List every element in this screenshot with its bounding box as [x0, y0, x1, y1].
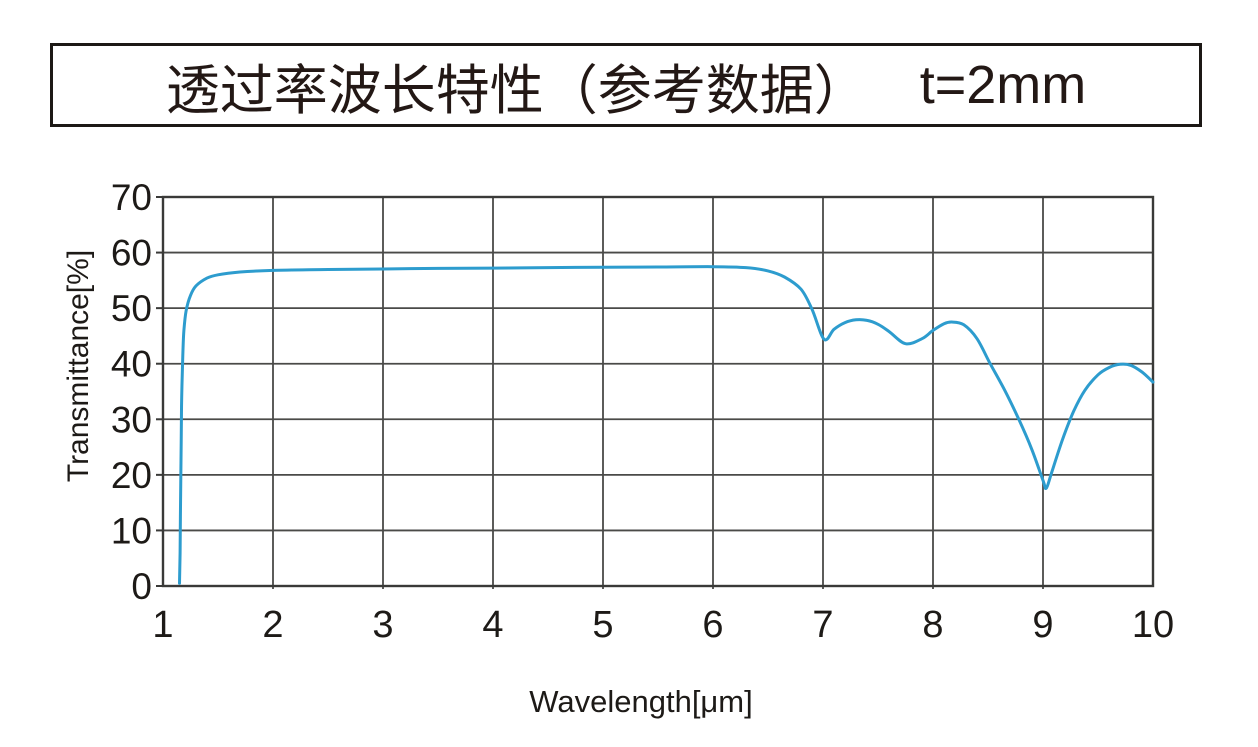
- x-axis-title: Wavelength[μm]: [529, 684, 752, 719]
- x-tick-label: 7: [812, 604, 833, 646]
- y-tick-label: 60: [111, 233, 152, 274]
- x-tick-label: 6: [702, 604, 723, 646]
- transmittance-curve: [178, 265, 1155, 585]
- y-axis-title: Transmittance[%]: [62, 250, 95, 482]
- y-tick-label: 70: [111, 177, 152, 218]
- plot-frame: [161, 195, 1155, 588]
- x-tick-label: 1: [152, 604, 173, 646]
- y-tick-label: 20: [111, 455, 152, 496]
- x-tick-label: 4: [482, 604, 503, 646]
- y-tick-label: 10: [111, 510, 152, 551]
- chart-title-text: 透过率波长特性（参考数据）: [165, 60, 868, 121]
- y-tick-label: 30: [111, 399, 152, 440]
- x-tick-label: 2: [262, 604, 283, 646]
- y-tick-label: 40: [111, 344, 152, 385]
- y-tick-label: 0: [131, 566, 152, 607]
- chart-title-box: 透过率波长特性（参考数据） t=2mm: [50, 43, 1202, 127]
- x-tick-label: 8: [922, 604, 943, 646]
- x-tick-label: 3: [372, 604, 393, 646]
- x-tick-label: 5: [592, 604, 613, 646]
- x-tick-label: 9: [1032, 604, 1053, 646]
- thickness-label: t=2mm: [919, 55, 1087, 115]
- x-tick-label: 10: [1132, 604, 1174, 646]
- y-tick-label: 50: [111, 288, 152, 329]
